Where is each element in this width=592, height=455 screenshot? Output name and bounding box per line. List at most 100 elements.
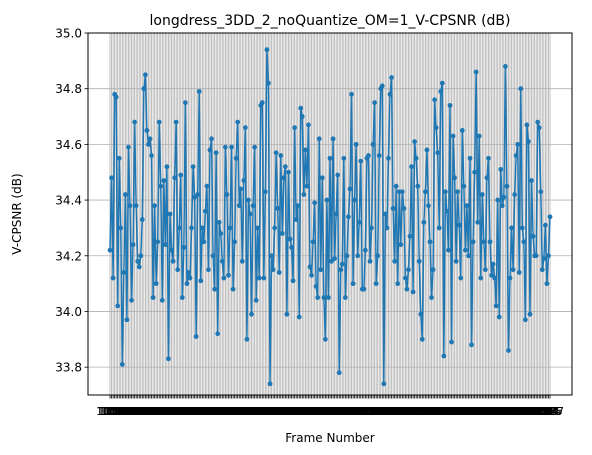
- x-tick-label: 1178: [291, 405, 319, 418]
- data-point: [153, 281, 159, 287]
- x-tick-label: 1186: [304, 405, 332, 418]
- data-point: [299, 114, 305, 119]
- data-point: [412, 139, 418, 145]
- x-tick-label: 1148: [245, 405, 273, 418]
- data-point: [501, 194, 507, 200]
- data-point: [264, 47, 270, 53]
- x-tick-label: 1102: [174, 405, 202, 418]
- data-point: [376, 153, 382, 158]
- data-point: [233, 155, 239, 161]
- data-point: [358, 158, 364, 164]
- data-point: [450, 133, 456, 139]
- x-tick-label: 1078: [138, 405, 166, 418]
- x-tick-label: 1297: [474, 405, 502, 418]
- x-tick-label: 1150: [248, 405, 276, 418]
- x-tick-label: 1156: [258, 405, 286, 418]
- data-point: [158, 183, 164, 189]
- data-point: [116, 155, 122, 161]
- data-point: [464, 203, 470, 209]
- x-tick-label: 1172: [282, 405, 310, 418]
- x-tick-label: 1266: [427, 405, 455, 418]
- x-tick-label: 1123: [207, 405, 235, 418]
- data-point: [413, 155, 419, 161]
- data-point: [286, 169, 291, 175]
- data-point: [536, 125, 542, 131]
- data-point: [381, 381, 387, 387]
- data-point: [379, 83, 385, 89]
- data-point: [119, 361, 125, 367]
- x-tick-label: 1272: [436, 405, 464, 418]
- x-tick-label: 1246: [396, 405, 424, 418]
- data-point: [312, 200, 318, 206]
- data-point: [533, 253, 539, 259]
- data-point: [184, 281, 190, 287]
- data-point: [438, 89, 444, 94]
- data-point: [238, 186, 244, 192]
- x-tick-label: 1192: [313, 405, 341, 418]
- y-axis-label: V-CPSNR (dB): [10, 173, 24, 254]
- data-point: [150, 295, 156, 300]
- x-tick-label: 1234: [378, 405, 406, 418]
- data-point: [321, 295, 327, 300]
- x-tick-label: 1280: [448, 405, 476, 418]
- data-point: [139, 217, 145, 222]
- x-tick-label: 1250: [402, 405, 430, 418]
- data-point: [373, 281, 379, 287]
- data-point: [224, 192, 230, 197]
- data-point: [284, 311, 290, 317]
- data-point: [204, 183, 210, 189]
- data-point: [430, 267, 436, 273]
- data-point: [179, 295, 185, 300]
- data-point: [307, 264, 313, 270]
- x-tick-label: 1138: [230, 405, 258, 418]
- x-tick-label: 1304: [485, 405, 513, 418]
- y-tick-label: 35.0: [55, 27, 82, 41]
- x-tick-label: 1179: [293, 405, 321, 418]
- x-tick-label: 1195: [318, 405, 346, 418]
- data-point: [407, 233, 413, 239]
- x-tick-label: 1205: [333, 405, 361, 418]
- data-point: [481, 239, 487, 245]
- data-point: [473, 69, 479, 75]
- x-tick-label: 1120: [202, 405, 230, 418]
- data-point: [504, 183, 510, 189]
- x-tick-label: 1288: [461, 405, 489, 418]
- data-point: [442, 189, 448, 195]
- data-point: [521, 239, 527, 245]
- x-tick-label: 1321: [511, 405, 539, 418]
- data-point: [176, 225, 182, 231]
- x-tick-label: 1108: [184, 405, 212, 418]
- x-tick-label: 1336: [534, 405, 562, 418]
- x-tick-label: 1170: [279, 405, 307, 418]
- data-point: [387, 91, 393, 97]
- data-point: [218, 231, 224, 236]
- data-point: [156, 119, 162, 125]
- x-tick-label: 1113: [191, 405, 219, 418]
- x-tick-label: 1174: [285, 405, 313, 418]
- data-point: [515, 141, 521, 147]
- data-point: [527, 311, 533, 317]
- x-tick-label: 1274: [439, 405, 467, 418]
- data-point: [426, 203, 431, 209]
- x-tick-label: 1248: [399, 405, 427, 418]
- data-point: [267, 381, 273, 387]
- x-tick-label: 1181: [296, 405, 324, 418]
- x-tick-label: 1306: [488, 405, 516, 418]
- x-tick-label: 1270: [433, 405, 461, 418]
- data-point: [181, 245, 187, 250]
- data-point: [196, 89, 202, 94]
- data-point: [422, 189, 428, 195]
- x-tick-label: 1267: [428, 405, 456, 418]
- data-point: [509, 225, 514, 231]
- data-point: [346, 214, 351, 220]
- data-point: [419, 336, 425, 342]
- data-point: [398, 242, 404, 248]
- data-point: [547, 214, 553, 220]
- x-tick-label: 1281: [450, 405, 478, 418]
- data-point: [170, 258, 176, 264]
- data-point: [375, 253, 381, 259]
- x-tick-label: 1118: [199, 405, 227, 418]
- data-point: [432, 97, 438, 103]
- data-point: [161, 178, 167, 183]
- x-tick-label: 1071: [127, 405, 155, 418]
